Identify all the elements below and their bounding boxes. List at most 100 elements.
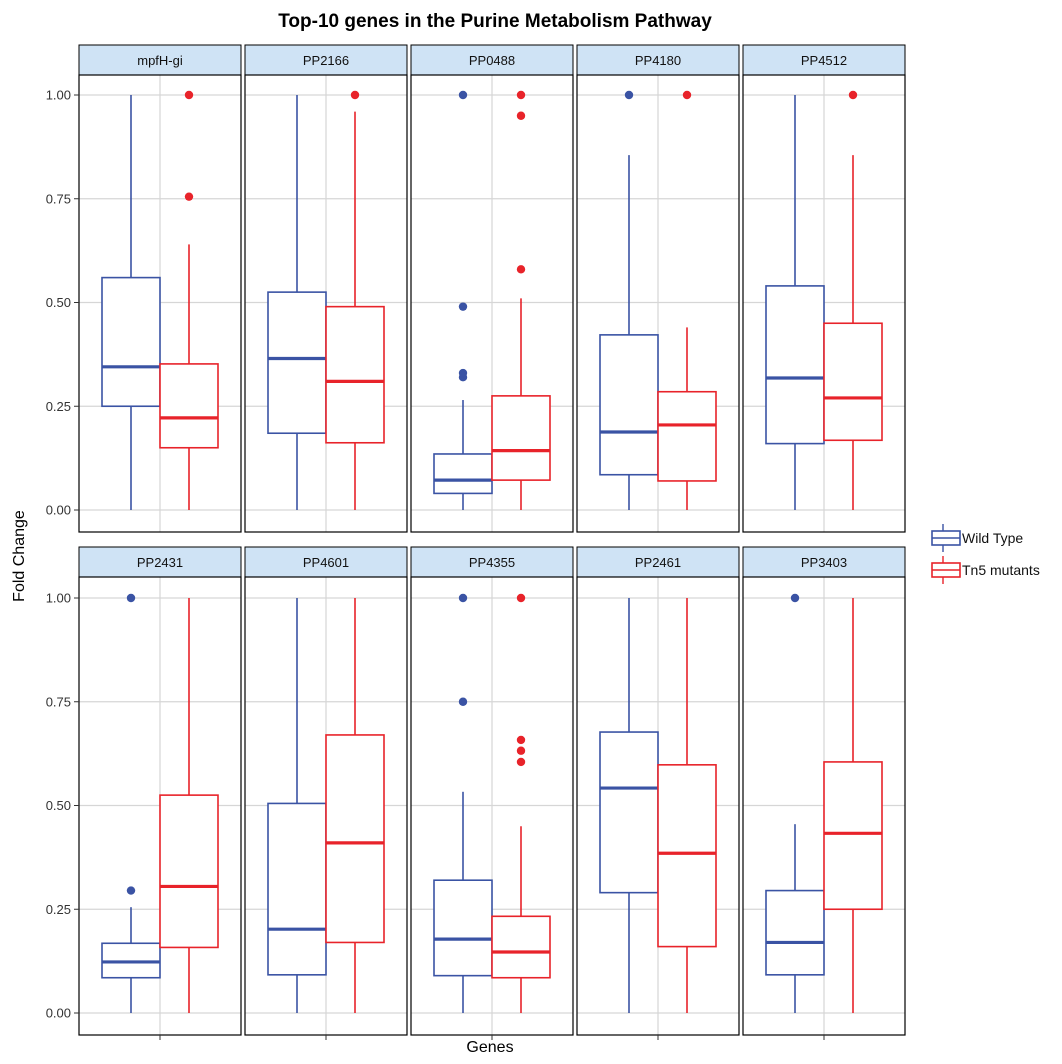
y-axis-title: Fold Change <box>11 510 28 602</box>
facet-strip <box>410 546 574 578</box>
iqr-box <box>823 322 883 442</box>
outlier-point <box>516 757 526 767</box>
outlier-point <box>126 593 136 603</box>
legend: Wild Type Tn5 mutants <box>931 524 1040 584</box>
outlier-point <box>458 90 468 100</box>
legend-label: Tn5 mutants <box>962 562 1040 578</box>
outlier-point <box>516 90 526 100</box>
box-tn5-mutants <box>159 598 219 1013</box>
iqr-box <box>159 363 219 449</box>
facet-panel: PP0488 <box>410 44 574 533</box>
y-tick-label: 0.25 <box>46 902 71 917</box>
facet-strip <box>576 44 740 76</box>
iqr-box <box>765 889 825 976</box>
outlier-point <box>184 192 194 201</box>
facet-strip <box>576 546 740 578</box>
facet-strip <box>244 44 408 76</box>
panel-border <box>742 74 906 533</box>
iqr-box <box>325 305 385 444</box>
y-tick-label: 0.50 <box>46 295 71 310</box>
iqr-box <box>159 794 219 949</box>
facet-strip-label: PP4355 <box>469 555 515 570</box>
iqr-box <box>765 285 825 445</box>
outlier-point <box>516 593 526 603</box>
y-tick-label: 1.00 <box>46 591 71 606</box>
y-tick-label: 0.00 <box>46 503 71 518</box>
outlier-point <box>458 593 468 603</box>
outlier-point <box>682 90 692 100</box>
facet-strip-label: PP2166 <box>303 53 349 68</box>
chart-title: Top-10 genes in the Purine Metabolism Pa… <box>278 11 712 32</box>
panel-border <box>244 74 408 533</box>
outlier-point <box>516 265 526 274</box>
box-wild-type <box>433 90 493 510</box>
box-wild-type <box>267 598 327 1013</box>
facet-panel: PP4180 <box>576 44 740 533</box>
facet-panel: PP2431 0.00 0.25 0.50 0.75 1.00 <box>46 546 242 1040</box>
facet-panel: PP3403 <box>742 546 906 1040</box>
y-tick-label: 0.25 <box>46 399 71 414</box>
facet-strip-label: PP4601 <box>303 555 349 570</box>
outlier-point <box>516 111 526 120</box>
facet-strip <box>742 546 906 578</box>
box-wild-type <box>765 95 825 510</box>
box-wild-type <box>101 95 161 510</box>
outlier-point <box>126 886 136 895</box>
box-tn5-mutants <box>657 90 717 510</box>
facet-strip-label: PP4512 <box>801 53 847 68</box>
outlier-point <box>458 368 468 378</box>
box-wild-type <box>267 95 327 510</box>
box-tn5-mutants <box>491 90 551 510</box>
legend-label: Wild Type <box>962 530 1023 546</box>
iqr-box <box>267 802 327 976</box>
box-wild-type <box>101 593 161 1013</box>
iqr-box <box>657 764 717 948</box>
box-wild-type <box>765 593 825 1013</box>
panel-border <box>576 74 740 533</box>
iqr-box <box>823 761 883 911</box>
box-tn5-mutants <box>823 90 883 510</box>
iqr-box <box>491 915 551 979</box>
box-tn5-mutants <box>325 90 385 510</box>
facet-panels: mpfH-gi 0.00 0.25 0.50 0.75 1.00 PP2166 PP0488 P… <box>46 44 906 1040</box>
y-tick-label: 0.75 <box>46 191 71 206</box>
outlier-point <box>350 90 360 100</box>
facet-panel: PP4512 <box>742 44 906 533</box>
panel-border <box>78 74 242 533</box>
iqr-box <box>433 879 493 977</box>
box-tn5-mutants <box>159 90 219 510</box>
outlier-point <box>790 593 800 603</box>
outlier-point <box>516 735 526 745</box>
box-tn5-mutants <box>823 598 883 1013</box>
y-tick-label: 0.75 <box>46 694 71 709</box>
outlier-point <box>516 746 526 755</box>
facet-panel: PP2461 <box>576 546 740 1040</box>
facet-strip <box>78 44 242 76</box>
box-tn5-mutants <box>325 598 385 1013</box>
facet-strip <box>78 546 242 578</box>
facet-panel: PP2166 <box>244 44 408 533</box>
iqr-box <box>433 453 493 495</box>
facet-panel: PP4601 <box>244 546 408 1040</box>
box-tn5-mutants <box>657 598 717 1013</box>
y-tick-label: 0.00 <box>46 1006 71 1021</box>
outlier-point <box>458 697 468 706</box>
iqr-box <box>491 395 551 481</box>
box-tn5-mutants <box>491 593 551 1013</box>
facet-strip-label: PP0488 <box>469 53 515 68</box>
x-axis-title: Genes <box>466 1039 513 1056</box>
outlier-point <box>458 302 468 311</box>
panel-border <box>410 74 574 533</box>
iqr-box <box>325 734 385 944</box>
box-wild-type <box>433 593 493 1013</box>
legend-item: Wild Type <box>931 524 1023 552</box>
facet-strip-label: PP4180 <box>635 53 681 68</box>
box-wild-type <box>599 90 659 510</box>
outlier-point <box>184 90 194 100</box>
y-tick-label: 1.00 <box>46 88 71 103</box>
iqr-box <box>599 731 659 894</box>
facet-strip-label: mpfH-gi <box>137 53 183 68</box>
iqr-box <box>657 390 717 482</box>
